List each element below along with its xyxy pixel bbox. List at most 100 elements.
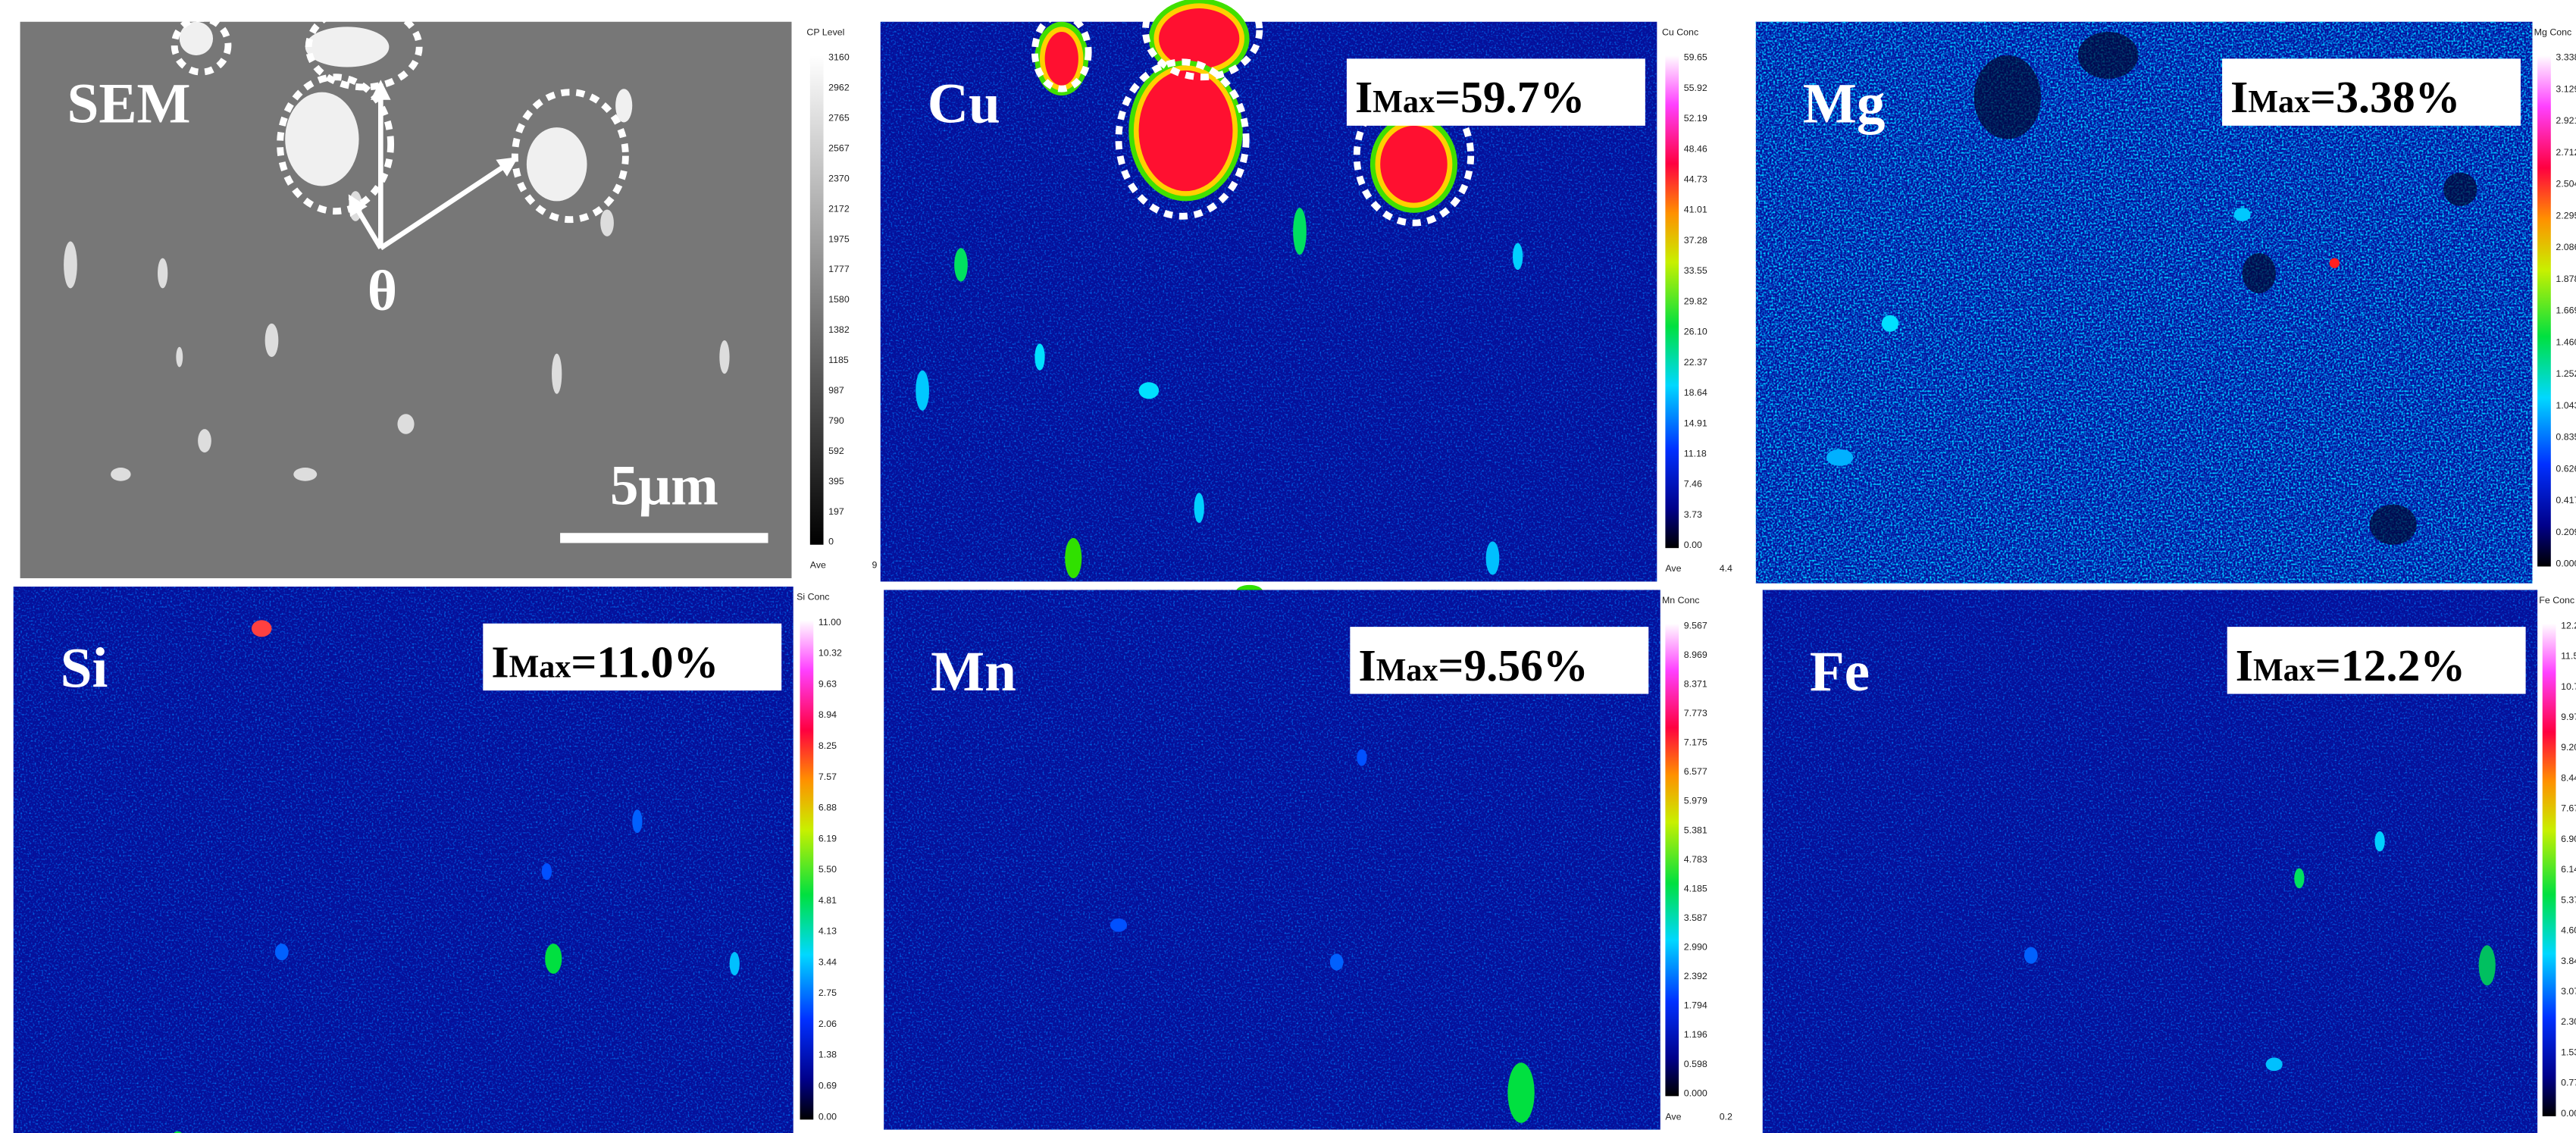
precipitate-core	[1138, 70, 1233, 192]
colorbar-tick-label: 2.990	[1684, 942, 1707, 953]
colorbar-tick-label: 5.37	[2561, 894, 2576, 905]
precipitate	[1507, 1063, 1535, 1123]
precipitate	[2265, 1057, 2283, 1072]
colorbar-tick-label: 0.77	[2561, 1078, 2576, 1088]
colorbar-tick-label: 2370	[828, 173, 850, 183]
precipitate	[64, 241, 77, 289]
colorbar-tick-label: 52.19	[1684, 113, 1707, 124]
colorbar-footer: 9	[872, 560, 877, 571]
colorbar-tick-label: 2172	[828, 203, 850, 214]
dark-region	[2443, 172, 2477, 207]
precipitate	[179, 21, 214, 55]
colorbar-tick-label: 9.63	[818, 678, 837, 689]
imax-symbol: I	[2230, 72, 2248, 122]
imax-label: IMax=12.2%	[2236, 640, 2465, 690]
precipitate	[729, 952, 740, 976]
colorbar-tick-label: 9.97	[2561, 712, 2576, 722]
dotted-circle	[1031, 11, 1092, 92]
precipitate	[2024, 947, 2038, 964]
precipitate	[293, 468, 318, 481]
colorbar-tick-label: 0.000	[1684, 1088, 1707, 1098]
colorbar-tick-label: 59.65	[1684, 52, 1707, 63]
precipitate	[251, 620, 272, 637]
dotted-circle	[511, 89, 629, 224]
colorbar-tick-label: 1.669	[2556, 305, 2576, 316]
imax-subscript: Max	[1373, 85, 1435, 120]
imax-label: IMax=11.0%	[491, 637, 718, 687]
precipitate-core	[1044, 32, 1078, 86]
colorbar	[2537, 55, 2551, 567]
colorbar-tick-label: 2.712	[2556, 147, 2576, 158]
panel-label: Fe	[1810, 640, 1870, 703]
precipitate	[552, 353, 562, 394]
imax-box	[2227, 627, 2526, 694]
colorbar-tick-label: 1185	[828, 355, 849, 365]
colorbar-tick-label: 1.196	[1684, 1029, 1707, 1040]
precipitate	[1329, 953, 1344, 971]
colorbar-tick-label: 0.417	[2556, 495, 2576, 505]
imax-box	[1350, 627, 1649, 694]
colorbar-tick-label: 987	[828, 385, 844, 396]
colorbar-tick-label: 6.88	[818, 803, 837, 813]
colorbar-header: Cu Conc	[1662, 27, 1698, 37]
panel-label: Mn	[931, 640, 1016, 703]
arrow	[348, 194, 383, 250]
imax-box	[483, 623, 782, 691]
colorbar-tick-label: 2567	[828, 142, 850, 153]
colorbar-footer: 0.2	[1720, 1111, 1732, 1122]
precipitate	[111, 468, 131, 481]
colorbar-tick-label: 4.185	[1684, 883, 1707, 894]
panel-label: Cu	[928, 72, 1000, 135]
colorbar-tick-label: 14.91	[1684, 418, 1707, 428]
imax-box	[2222, 58, 2521, 126]
colorbar-tick-label: 10.74	[2561, 681, 2576, 692]
colorbar-tick-label: 8.371	[1684, 678, 1707, 689]
panel-label: Mg	[1803, 72, 1886, 135]
colorbar-tick-label: 1777	[828, 264, 850, 274]
precipitate	[285, 92, 359, 186]
colorbar-tick-label: 48.46	[1684, 143, 1707, 154]
dotted-circle	[171, 14, 232, 76]
colorbar-tick-label: 4.13	[818, 926, 837, 937]
precipitate	[2478, 945, 2496, 986]
imax-value: =3.38%	[2310, 72, 2460, 122]
precipitate	[526, 127, 587, 202]
colorbar-tick-label: 1.794	[1684, 1000, 1707, 1011]
colorbar-tick-label: 0.69	[818, 1081, 837, 1091]
colorbar-tick-label: 22.37	[1684, 357, 1707, 368]
precipitate	[1826, 449, 1854, 466]
precipitate	[1065, 537, 1082, 578]
angle-symbol: θ	[368, 260, 397, 323]
colorbar-tick-label: 5.381	[1684, 825, 1707, 835]
scale-bar-label: 5μm	[610, 455, 718, 518]
precipitate	[1513, 243, 1523, 271]
imax-symbol: I	[2236, 640, 2253, 690]
precipitate	[2294, 868, 2305, 889]
colorbar-tick-label: 2.392	[1684, 971, 1707, 981]
imax-symbol: I	[1355, 72, 1373, 122]
colorbar-tick-label: 0.209	[2556, 527, 2576, 537]
precipitate	[1293, 208, 1307, 255]
colorbar-tick-label: 18.64	[1684, 387, 1707, 398]
imax-symbol: I	[491, 637, 509, 687]
colorbar-tick-label: 3.84	[2561, 956, 2576, 966]
precipitate	[1357, 749, 1367, 766]
colorbar-tick-label: 1.878	[2556, 274, 2576, 284]
precipitate	[2233, 208, 2251, 221]
imax-value: =59.7%	[1435, 72, 1585, 122]
colorbar-tick-label: 1975	[828, 233, 850, 244]
precipitate	[615, 89, 633, 123]
colorbar-tick-label: 2962	[828, 83, 850, 93]
colorbar-tick-label: 6.90	[2561, 834, 2576, 844]
colorbar-tick-label: 7.773	[1684, 708, 1707, 718]
colorbar-tick-label: 8.94	[818, 709, 837, 720]
precipitate	[198, 429, 211, 453]
panel-label: Si	[61, 637, 108, 700]
imax-box	[1346, 58, 1645, 126]
colorbar-tick-label: 6.14	[2561, 864, 2576, 875]
imax-subscript: Max	[2248, 85, 2310, 120]
colorbar-tick-label: 790	[828, 415, 844, 426]
colorbar-tick-label: 8.25	[818, 740, 837, 751]
colorbar-tick-label: 2.921	[2556, 115, 2576, 126]
